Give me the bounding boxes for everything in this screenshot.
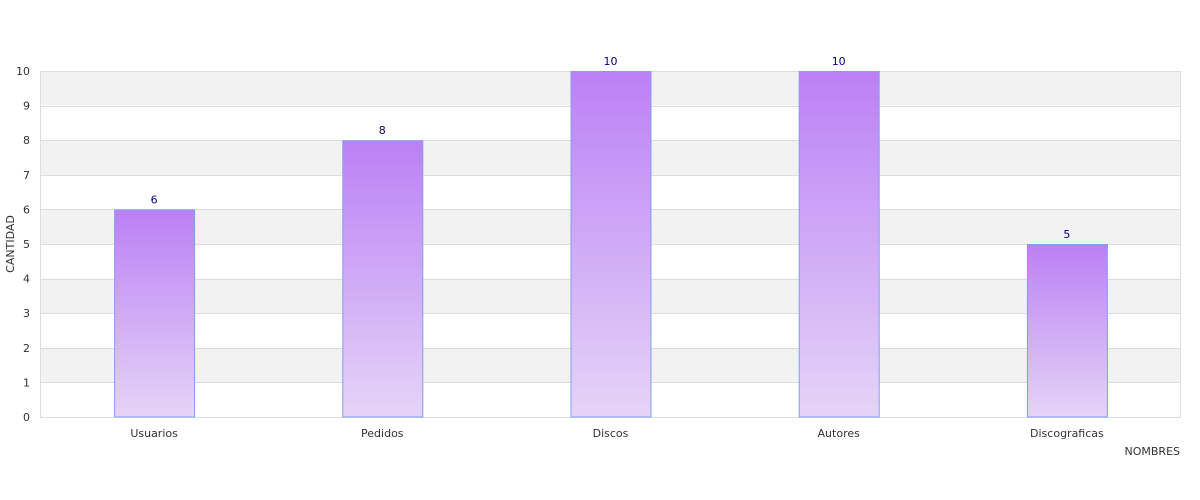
x-tick-label: Discos xyxy=(593,427,629,440)
x-tick-label: Usuarios xyxy=(130,427,178,440)
x-tick-label: Autores xyxy=(818,427,861,440)
y-tick-label: 2 xyxy=(23,342,30,355)
y-tick-label: 3 xyxy=(23,307,30,320)
data-label: 5 xyxy=(1063,228,1070,241)
y-axis-ticks: 0 1 2 3 4 5 6 7 8 9 10 xyxy=(16,65,30,424)
bar xyxy=(114,209,196,418)
y-tick-label: 6 xyxy=(23,203,30,216)
y-tick-label: 8 xyxy=(23,134,30,147)
y-tick-label: 1 xyxy=(23,376,30,389)
x-tick-label: Discograficas xyxy=(1030,427,1104,440)
data-label: 10 xyxy=(604,55,618,68)
y-tick-label: 5 xyxy=(23,238,30,251)
y-tick-label: 10 xyxy=(16,65,30,78)
bar xyxy=(342,140,424,418)
data-label: 6 xyxy=(151,193,158,206)
y-tick-label: 0 xyxy=(23,411,30,424)
x-axis-title: NOMBRES xyxy=(1125,445,1181,458)
bar xyxy=(570,71,652,418)
y-tick-label: 7 xyxy=(23,169,30,182)
x-tick-label: Pedidos xyxy=(361,427,404,440)
bar xyxy=(798,71,880,418)
y-tick-label: 4 xyxy=(23,273,30,286)
data-label: 10 xyxy=(832,55,846,68)
y-tick-label: 9 xyxy=(23,100,30,113)
data-label: 8 xyxy=(379,124,386,137)
data-labels: 6 8 10 10 5 xyxy=(151,55,1071,241)
bar xyxy=(1026,244,1108,418)
y-axis-title: CANTIDAD xyxy=(4,215,17,273)
bars xyxy=(114,71,1108,418)
x-axis-ticks: Usuarios Pedidos Discos Autores Discografica… xyxy=(130,427,1104,440)
